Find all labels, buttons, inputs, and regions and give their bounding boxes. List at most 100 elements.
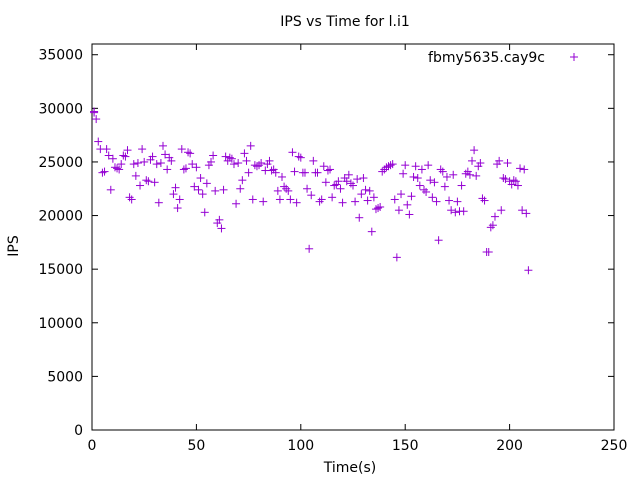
axis-tick-labels: 0 50 100 150 200 250 0 5000 10000 15000 20000 25000…	[38, 48, 627, 454]
data-point	[131, 171, 140, 180]
plot-frame	[91, 43, 615, 431]
data-point	[445, 196, 454, 205]
data-point	[386, 161, 395, 170]
data-point	[332, 180, 341, 189]
data-point	[238, 176, 247, 185]
legend-label: fbmy5635.cay9c	[428, 50, 545, 66]
data-point	[236, 184, 245, 193]
data-point	[382, 163, 391, 172]
data-point	[503, 159, 512, 168]
data-point	[288, 148, 297, 157]
data-point	[225, 153, 234, 162]
data-point	[403, 200, 412, 209]
x-tick-label: 0	[88, 438, 97, 454]
data-point	[392, 253, 401, 262]
data-point	[371, 205, 380, 214]
data-point	[184, 148, 193, 157]
y-tick-label: 35000	[38, 48, 83, 64]
data-point	[399, 169, 408, 178]
data-point	[501, 175, 510, 184]
data-point	[138, 145, 147, 154]
data-point	[290, 167, 299, 176]
data-point	[419, 185, 428, 194]
data-point	[405, 210, 414, 219]
data-point	[119, 151, 128, 160]
data-point	[213, 219, 222, 228]
data-point	[459, 207, 468, 216]
data-point	[363, 196, 372, 205]
data-point	[417, 165, 426, 174]
data-point	[127, 195, 136, 204]
data-point	[129, 160, 138, 169]
data-point	[511, 177, 520, 186]
data-point	[344, 170, 353, 179]
data-point	[142, 176, 151, 185]
data-point	[317, 195, 326, 204]
data-point	[384, 162, 393, 171]
x-tick-label: 50	[187, 438, 205, 454]
data-point	[221, 152, 230, 161]
data-point	[223, 156, 232, 165]
legend-marker-plus	[570, 53, 578, 61]
data-point	[217, 224, 226, 233]
data-point	[133, 159, 142, 168]
data-point	[411, 162, 420, 171]
data-point	[330, 181, 339, 190]
data-point	[369, 193, 378, 202]
data-point	[319, 162, 328, 171]
data-point	[259, 197, 268, 206]
x-tick-label: 250	[601, 438, 628, 454]
data-point	[397, 190, 406, 199]
x-tick-label: 200	[496, 438, 523, 454]
data-point	[449, 170, 458, 179]
data-point	[117, 160, 126, 169]
data-point	[388, 160, 397, 169]
data-point	[275, 195, 284, 204]
data-point	[470, 146, 479, 155]
data-point	[428, 193, 437, 202]
data-point	[499, 174, 508, 183]
data-point	[380, 165, 389, 174]
data-point	[271, 168, 280, 177]
data-point	[374, 204, 383, 213]
data-point	[292, 198, 301, 207]
data-point	[169, 190, 178, 199]
data-point	[520, 165, 529, 174]
data-point	[495, 156, 504, 165]
data-point	[194, 185, 203, 194]
data-point	[516, 164, 525, 173]
y-tick-label: 25000	[38, 155, 83, 171]
y-axis-title: IPS	[6, 235, 22, 257]
data-point	[196, 174, 205, 183]
data-point	[342, 177, 351, 186]
data-point	[349, 181, 357, 190]
data-point	[484, 248, 493, 257]
data-point	[394, 206, 403, 215]
data-point	[104, 151, 113, 160]
data-point	[108, 154, 117, 163]
x-axis-title: Time(s)	[323, 460, 376, 476]
data-point	[148, 152, 157, 161]
data-point	[278, 172, 287, 181]
data-point	[269, 165, 278, 174]
data-point	[92, 115, 101, 124]
data-point	[338, 198, 347, 207]
data-point	[244, 168, 253, 177]
data-point	[507, 180, 516, 189]
data-point	[229, 160, 238, 169]
data-point	[123, 146, 132, 155]
data-point	[328, 193, 337, 202]
data-point	[146, 155, 155, 164]
data-point	[401, 161, 410, 170]
data-point	[300, 168, 309, 177]
data-point	[140, 157, 149, 166]
x-tick-label: 100	[287, 438, 314, 454]
data-points	[90, 107, 533, 275]
data-point	[351, 197, 360, 206]
data-point	[457, 181, 466, 190]
data-point	[121, 152, 130, 161]
data-point	[355, 213, 364, 222]
data-point	[465, 170, 474, 179]
data-point	[202, 179, 211, 188]
data-point	[284, 186, 293, 195]
